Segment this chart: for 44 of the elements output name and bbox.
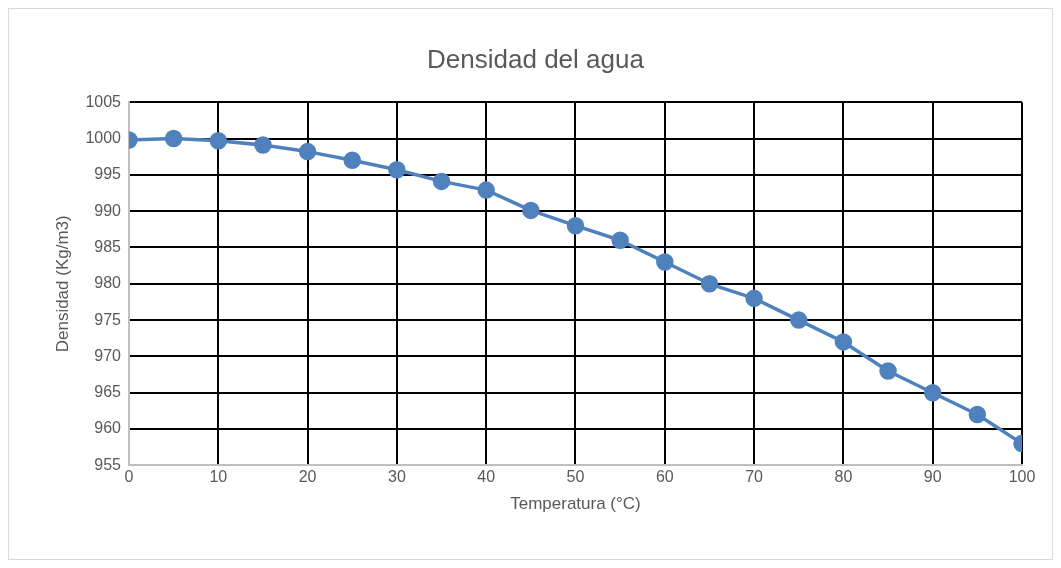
- y-tick-label: 1005: [85, 92, 122, 110]
- x-tick-label: 50: [566, 468, 585, 486]
- y-tick-label: 995: [94, 165, 122, 183]
- point: [477, 181, 495, 199]
- point: [745, 289, 763, 308]
- point: [656, 253, 674, 271]
- y-tick-label: 990: [94, 201, 122, 219]
- point: [254, 136, 272, 154]
- x-tick-label: 70: [745, 468, 764, 486]
- point: [923, 384, 942, 402]
- point: [298, 142, 317, 161]
- y-axis-title: Densidad (Kg/m3): [52, 215, 72, 353]
- x-tick-label: 80: [834, 468, 853, 486]
- point: [879, 362, 897, 380]
- y-tick-label: 955: [94, 455, 122, 473]
- x-tick-label: 20: [298, 468, 317, 486]
- point: [522, 201, 540, 220]
- point: [790, 311, 808, 329]
- y-tick-label: 960: [94, 419, 122, 437]
- x-tick-label: 90: [923, 468, 942, 486]
- x-tick-label: 100: [1008, 468, 1036, 486]
- point: [968, 405, 987, 424]
- point: [611, 231, 629, 249]
- y-tick-label: 970: [94, 346, 122, 364]
- point: [343, 151, 361, 170]
- point: [700, 275, 719, 293]
- y-tick-label: 965: [94, 383, 122, 401]
- point: [388, 161, 406, 179]
- point: [209, 131, 228, 150]
- point: [566, 216, 585, 235]
- point: [834, 333, 853, 351]
- y-tick-label: 1000: [85, 128, 122, 146]
- chart-title: Densidad del agua: [427, 43, 645, 74]
- y-tick-label: 985: [94, 237, 122, 255]
- y-tick-label: 980: [94, 274, 122, 292]
- x-tick-label: 0: [124, 468, 134, 486]
- x-tick-label: 40: [477, 468, 496, 486]
- point: [432, 172, 451, 191]
- x-tick-label: 10: [209, 468, 228, 486]
- x-tick-label: 30: [388, 468, 406, 486]
- x-tick-label: 60: [655, 468, 674, 486]
- point: [164, 129, 183, 148]
- x-axis-title: Temperatura (°C): [510, 494, 641, 514]
- y-tick-label: 975: [94, 310, 122, 328]
